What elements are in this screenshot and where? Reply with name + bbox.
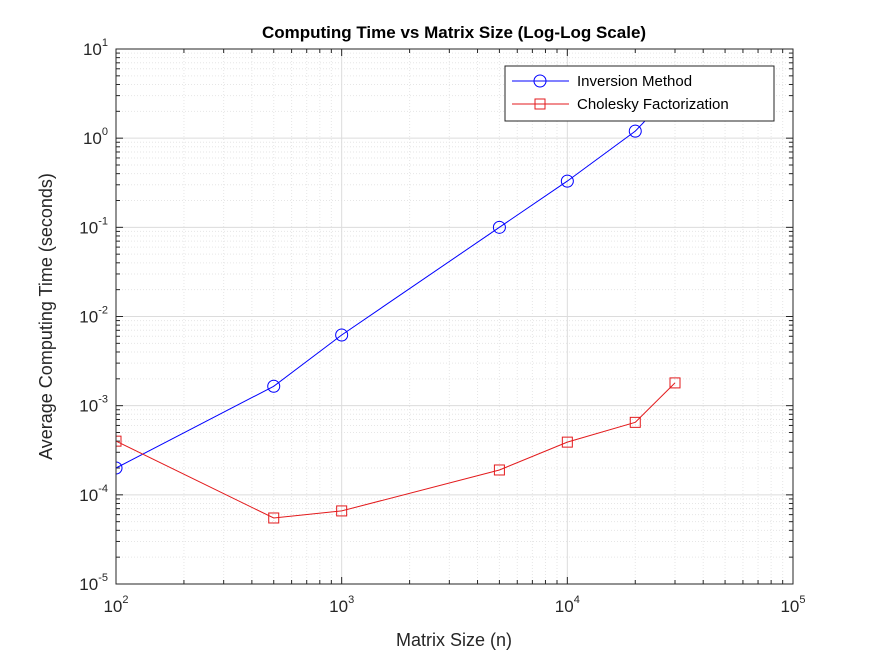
y-tick-labels: 10-5 10-4 10-3 10-2 10-1 100 101 (79, 37, 108, 594)
data-point-0 (267, 379, 281, 393)
legend: Inversion Method Cholesky Factorization (504, 65, 775, 122)
data-point-1 (268, 512, 280, 524)
data-point-0 (560, 174, 574, 188)
data-point-0 (116, 461, 123, 475)
series-line-1 (116, 382, 676, 519)
x-tick-label: 103 (329, 594, 354, 616)
x-tick-label: 104 (555, 594, 580, 616)
y-tick-label: 10-1 (79, 215, 108, 237)
y-axis-label: Average Computing Time (seconds) (36, 173, 56, 460)
data-point-0 (628, 124, 642, 138)
series-group (116, 83, 682, 524)
data-point-1 (116, 435, 122, 447)
y-tick-label: 10-4 (79, 483, 108, 505)
data-point-1 (561, 436, 573, 448)
legend-label-cholesky: Cholesky Factorization (577, 96, 729, 113)
data-point-1 (629, 416, 641, 428)
y-tick-label: 100 (83, 126, 108, 148)
data-point-1 (493, 464, 505, 476)
y-tick-label: 10-5 (79, 572, 108, 594)
chart-title: Computing Time vs Matrix Size (Log-Log S… (262, 23, 646, 42)
y-tick-label: 10-2 (79, 305, 108, 327)
grid-major (116, 49, 793, 584)
x-axis-label: Matrix Size (n) (396, 630, 512, 650)
data-point-0 (335, 328, 349, 342)
series-layer (116, 83, 682, 524)
legend-box (504, 65, 775, 122)
legend-label-inversion: Inversion Method (577, 73, 692, 90)
data-point-0 (492, 220, 506, 234)
axis-ticks (115, 48, 794, 585)
series-line-0 (116, 89, 676, 469)
data-point-1 (336, 505, 348, 517)
legend-marker-cholesky (534, 98, 546, 110)
plot-border (115, 48, 794, 585)
y-tick-label: 10-3 (79, 394, 108, 416)
x-tick-labels: 102 103 104 105 (103, 594, 805, 616)
x-tick-label: 105 (780, 594, 805, 616)
x-tick-label: 102 (103, 594, 128, 616)
legend-marker-inversion (533, 74, 547, 88)
y-tick-label: 101 (83, 37, 108, 59)
data-point-1 (669, 377, 681, 389)
